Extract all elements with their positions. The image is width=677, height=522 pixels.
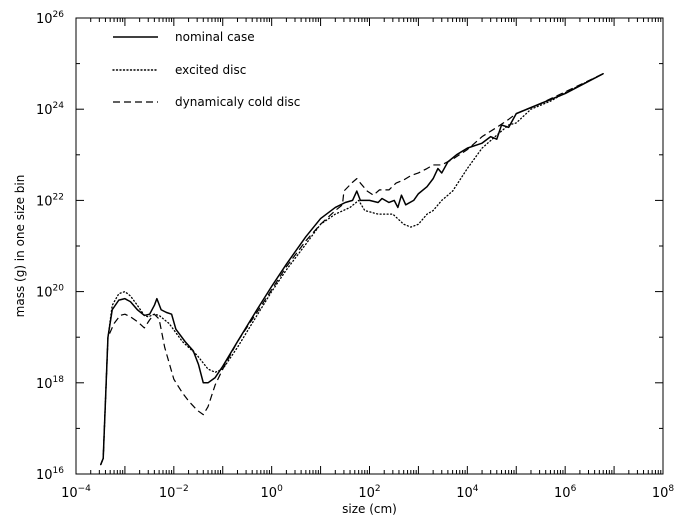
y-tick-label: 1018 [36, 375, 64, 392]
series-line-dynamicaly-cold-disc [100, 73, 604, 465]
x-tick-label: 108 [652, 484, 675, 501]
x-axis-title: size (cm) [342, 502, 397, 516]
legend: nominal case excited disc dynamicaly col… [112, 30, 300, 109]
legend-label-nominal-case: nominal case [175, 30, 255, 44]
x-tick-label: 106 [554, 484, 577, 501]
y-tick-label: 1020 [36, 284, 64, 301]
y-tick-label: 1022 [36, 192, 64, 209]
x-tick-label: 10−2 [159, 484, 189, 501]
y-axis-title: mass (g) in one size bin [13, 175, 27, 318]
x-tick-label: 100 [261, 484, 284, 501]
legend-label-excited-disc: excited disc [175, 63, 246, 77]
series-line-nominal-case [100, 73, 604, 465]
y-tick-label: 1026 [36, 10, 64, 27]
x-tick-label: 102 [358, 484, 380, 501]
x-tick-label: 104 [456, 484, 479, 501]
tick-marks [75, 17, 664, 475]
legend-label-dynamicaly-cold-disc: dynamicaly cold disc [175, 95, 300, 109]
y-tick-labels: 1016 1018 1020 1022 1024 1026 [36, 10, 64, 483]
series-lines [100, 73, 604, 466]
series-line-excited-disc [100, 73, 604, 466]
y-tick-label: 1024 [36, 101, 64, 118]
plot-frame [75, 17, 664, 475]
x-tick-labels: 10−4 10−2 100 102 104 106 108 [61, 484, 674, 501]
y-tick-label: 1016 [36, 466, 64, 483]
x-tick-label: 10−4 [61, 484, 91, 501]
